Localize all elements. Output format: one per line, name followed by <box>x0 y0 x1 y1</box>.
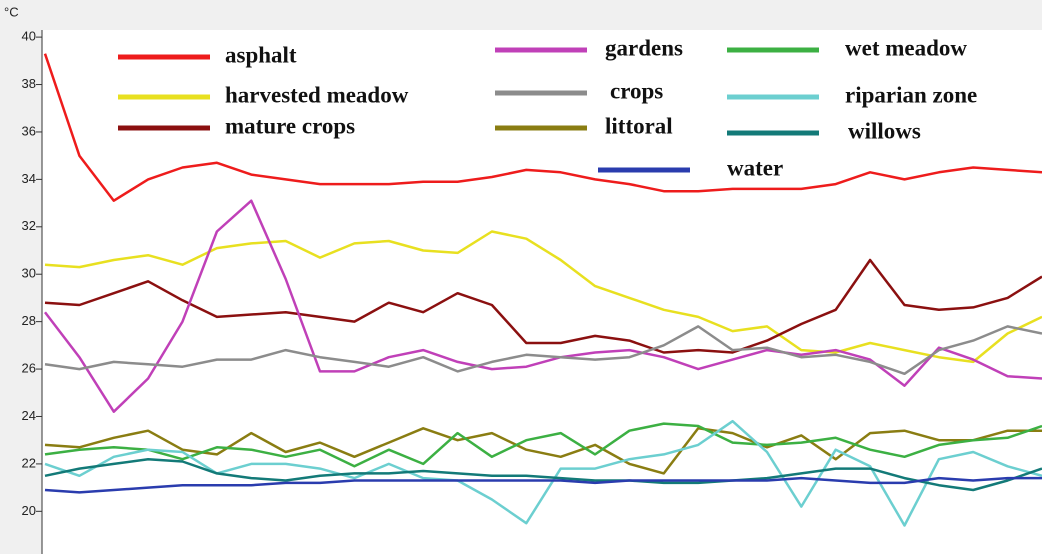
legend-label: littoral <box>605 113 673 138</box>
y-tick-label: 30 <box>22 266 36 281</box>
y-tick-label: 40 <box>22 29 36 44</box>
plot-area <box>42 30 1042 554</box>
series-line <box>44 427 1042 475</box>
y-tick-label: 26 <box>22 360 36 375</box>
series-line <box>44 476 1042 494</box>
legend-label: riparian zone <box>845 82 977 107</box>
legend-label: water <box>727 155 783 180</box>
legend-label: harvested meadow <box>225 82 409 107</box>
legend-label: gardens <box>605 35 683 60</box>
series-line <box>44 230 1042 364</box>
y-tick-label: 38 <box>22 76 36 91</box>
series-line <box>44 258 1042 354</box>
y-tick-label: 24 <box>22 408 36 423</box>
legend-label: mature crops <box>225 113 355 138</box>
legend-label: wet meadow <box>845 35 967 60</box>
legend-label: asphalt <box>225 42 297 67</box>
series-line <box>44 419 1042 527</box>
y-tick-label: 28 <box>22 313 36 328</box>
series-line <box>44 457 1042 492</box>
y-tick-label: 36 <box>22 123 36 138</box>
y-tick-label: 32 <box>22 218 36 233</box>
y-tick-label: 34 <box>22 171 36 186</box>
legend-label: crops <box>610 78 663 103</box>
series-line <box>44 422 1042 468</box>
y-tick-label: 22 <box>22 455 36 470</box>
y-tick-label: 20 <box>22 503 36 518</box>
legend-label: willows <box>848 118 921 143</box>
series-line <box>44 325 1042 376</box>
series-line <box>43 53 1042 202</box>
y-unit: °C <box>4 4 19 19</box>
